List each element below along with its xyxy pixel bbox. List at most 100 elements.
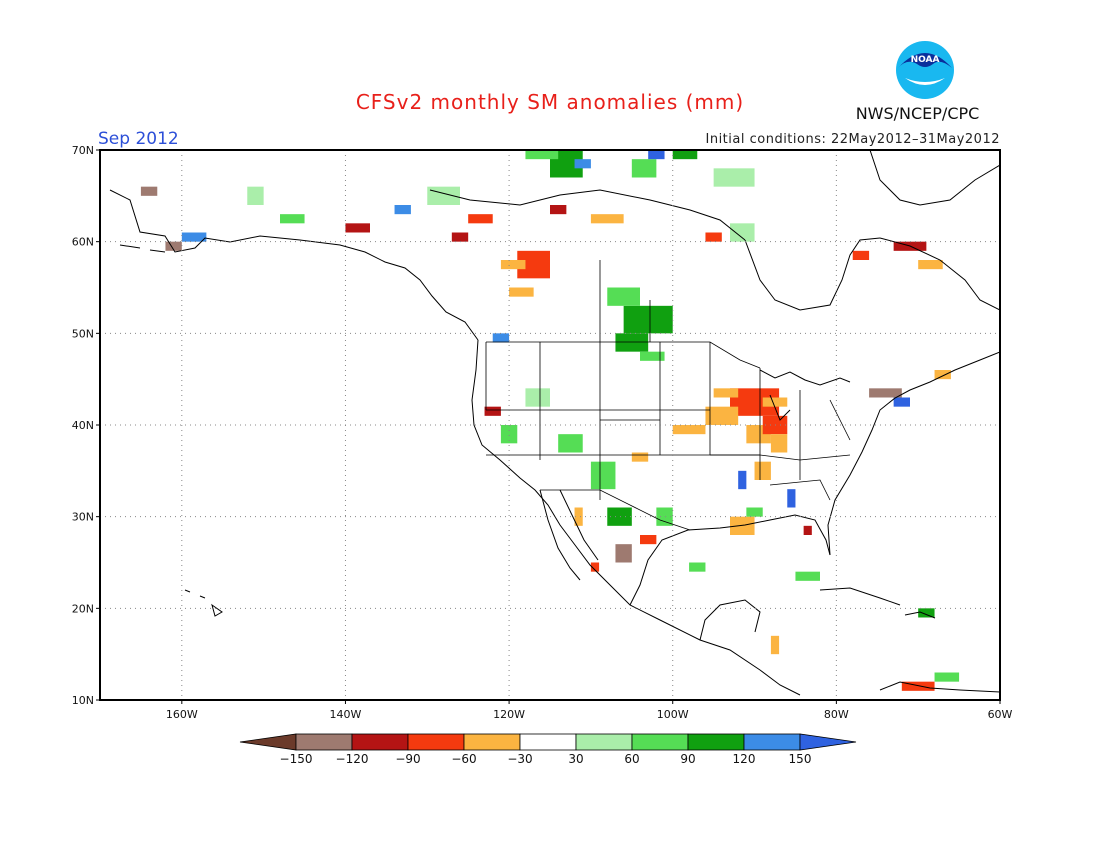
anomaly-cell [509,287,534,297]
colorbar-bin [295,733,353,751]
lon-tick-label: 100W [657,708,689,721]
anomaly-cell [713,388,739,398]
longitude-labels: 160W 140W 120W 100W 80W 60W [166,700,1013,721]
anomaly-cell [451,232,469,242]
anomaly-cell [181,232,207,242]
anomaly-cell [795,571,820,581]
anomaly-cell [631,159,657,178]
colorbar-bin [687,733,745,751]
anomaly-cell [500,425,518,444]
anomaly-cell [787,489,796,508]
svg-text:NOAA: NOAA [911,55,940,65]
anomaly-cell [770,434,788,453]
anomaly-cell [754,461,771,480]
lat-tick-label: 60N [72,236,94,249]
anomaly-cell [689,562,706,572]
anomaly-cell [803,672,812,682]
anomaly-cell [558,434,583,453]
colorbar-tick-label: 120 [733,752,756,766]
anomaly-cell [492,333,510,343]
anomaly-cell [590,214,624,224]
colorbar-bin [463,733,521,751]
anomaly-cell [713,168,755,187]
colorbar-tick-label: −90 [395,752,420,766]
anomaly-cell [656,507,673,526]
anomaly-cell [574,507,583,526]
colorbar-bin [575,733,633,751]
colorbar-tick-label: 90 [680,752,695,766]
anomaly-cell [770,635,780,655]
lon-tick-label: 60W [988,708,1013,721]
anomaly-cells [140,150,968,691]
anomaly-cell [140,186,158,196]
anomaly-cell [672,425,706,435]
anomaly-cell [934,672,960,682]
lat-tick-label: 20N [72,602,94,615]
anomaly-cell [525,150,559,160]
lat-tick-label: 40N [72,419,94,432]
anomaly-cell [247,186,264,205]
colorbar-tick-label: −30 [507,752,532,766]
anomaly-cell [901,681,935,691]
anomaly-cell [345,223,370,233]
lon-tick-label: 160W [166,708,198,721]
anomaly-cell [746,507,763,517]
anomaly-cell [705,406,739,425]
anomaly-cell [918,260,943,270]
colorbar-tick-label: 60 [624,752,639,766]
coastlines [109,150,1000,696]
colorbar-bin [351,733,409,751]
anomaly-cell [607,507,632,526]
colorbar-tick-label: −120 [336,752,369,766]
anomaly-cell [550,205,567,215]
lat-tick-label: 50N [72,327,94,340]
chart-title: CFSv2 monthly SM anomalies (mm) [355,90,745,114]
anomaly-cell [648,150,665,160]
anomaly-cell [934,315,968,325]
anomaly-cell [705,232,722,242]
anomaly-cell [590,461,616,490]
colorbar-arrow-low [239,733,297,751]
colorbar-tick-label: −60 [451,752,476,766]
initial-conditions-label: Initial conditions: 22May2012–31May2012 [705,132,1000,147]
anomaly-cell [869,388,902,398]
colorbar-arrow-high [799,733,857,751]
colorbar-bin [519,733,577,751]
colorbar-tick-label: 30 [568,752,583,766]
agency-label: NWS/NCEP/CPC [855,104,980,123]
anomaly-cell [500,260,526,270]
lon-tick-label: 140W [330,708,362,721]
colorbar: −150 −120 −90 −60 −30 30 60 90 120 150 [239,733,857,766]
anomaly-cell [640,351,665,361]
anomaly-cell [574,159,591,169]
colorbar-tick-label: 150 [789,752,812,766]
anomaly-cell [648,470,665,480]
anomaly-cell [484,406,501,416]
colorbar-tick-label: −150 [280,752,313,766]
anomaly-cell [590,562,600,572]
forecast-month-label: Sep 2012 [98,129,179,149]
anomaly-cell [468,214,493,224]
anomaly-cell [672,150,698,160]
anomaly-cell [607,287,640,306]
anomaly-cell [738,470,747,490]
anomaly-cell [394,205,411,215]
noaa-logo-icon: NOAA [896,41,954,99]
anomaly-cell [803,525,812,535]
anomaly-cell [165,241,182,251]
anomaly-cell [918,608,935,618]
anomaly-cell [640,535,657,545]
anomaly-cell [615,544,632,563]
lat-tick-label: 70N [72,144,94,157]
anomaly-cell [623,305,673,334]
latitude-labels: 70N 60N 50N 40N 30N 20N 10N [72,144,100,707]
lon-tick-label: 80W [824,708,849,721]
anomaly-cell [893,397,910,407]
anomaly-cell [280,214,305,224]
anomaly-cell [631,452,649,462]
colorbar-bin [407,733,465,751]
anomaly-cell [730,516,755,535]
anomaly-cell [762,397,788,407]
anomaly-cell [615,333,649,352]
